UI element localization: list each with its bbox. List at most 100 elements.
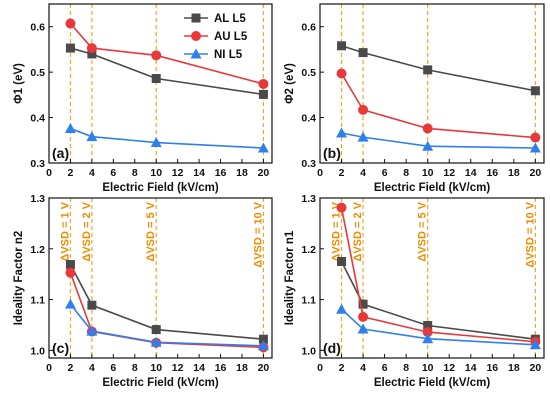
series-line-au-l5 <box>340 207 536 343</box>
x-tick-label: 12 <box>443 167 455 179</box>
x-tick-label: 20 <box>258 167 270 179</box>
y-tick-label: 1.1 <box>30 295 45 307</box>
y-tick-label: 1.0 <box>301 345 316 357</box>
data-point <box>357 131 369 142</box>
x-tick-label: 16 <box>486 167 498 179</box>
data-point <box>358 104 369 115</box>
legend-marker <box>190 48 202 59</box>
series-line-ni-l5 <box>69 303 264 347</box>
series-line-al-l5 <box>340 261 536 340</box>
series-line-al-l5 <box>69 264 264 341</box>
x-tick-label: 0 <box>317 167 323 179</box>
data-point <box>422 333 434 344</box>
y-tick-label: 1.3 <box>301 193 316 205</box>
legend: AL L5 AU L5 NI L5 <box>184 13 248 61</box>
y-tick-label: 0.4 <box>301 113 316 125</box>
data-point <box>258 89 268 99</box>
y-axis-label: Ideality Factor n1 <box>284 230 296 325</box>
data-point <box>150 137 162 148</box>
data-point <box>86 325 98 336</box>
data-point <box>65 260 75 270</box>
y-axis-label: Ideality Factor n2 <box>13 231 25 326</box>
data-point <box>422 140 434 151</box>
x-tick-label: 16 <box>215 362 227 374</box>
x-tick-label: 8 <box>403 167 409 179</box>
y-tick-label: 1.2 <box>301 244 316 256</box>
x-tick-label: 20 <box>530 167 542 179</box>
x-tick-label: 4 <box>360 167 366 179</box>
x-tick-label: 10 <box>422 167 434 179</box>
panel-label: (a) <box>52 145 69 161</box>
data-point <box>423 65 433 75</box>
series-line-al-l5 <box>70 47 264 96</box>
data-point <box>151 325 161 335</box>
series-line-au-l5 <box>340 73 536 139</box>
data-point <box>358 311 369 322</box>
x-tick-label: 12 <box>172 362 184 374</box>
x-tick-label: 0 <box>317 362 323 374</box>
data-point <box>258 78 269 89</box>
x-tick-label: 6 <box>110 362 116 374</box>
plot-frame <box>319 3 545 164</box>
data-point <box>358 48 368 58</box>
x-tick-label: 18 <box>508 167 520 179</box>
x-tick-label: 18 <box>508 362 520 374</box>
x-tick-label: 2 <box>68 167 74 179</box>
vsd-label: ΔVSD = 10 V <box>252 201 264 267</box>
series-line-ni-l5 <box>70 127 264 149</box>
data-point <box>64 298 76 309</box>
data-point <box>336 127 348 138</box>
x-tick-label: 6 <box>382 362 388 374</box>
data-point <box>151 50 162 61</box>
x-tick-label: 10 <box>150 167 162 179</box>
panel-label: (b) <box>323 145 341 161</box>
legend-entry: AL L5 <box>214 13 246 25</box>
x-tick-label: 18 <box>236 362 248 374</box>
data-point <box>423 320 433 330</box>
chart-panel-c: ΔVSD = 1 V ΔVSD = 2 V ΔVSD = 5 V ΔVSD = 10 … <box>13 193 273 389</box>
data-point <box>336 202 347 213</box>
vsd-label: ΔVSD = 10 V <box>524 201 536 267</box>
data-point <box>65 43 75 53</box>
vsd-label: ΔVSD = 2 V <box>352 201 364 261</box>
x-tick-label: 14 <box>193 362 205 374</box>
y-tick-label: 1.0 <box>30 345 45 357</box>
plot-frame <box>319 197 545 359</box>
data-point <box>422 123 433 134</box>
x-axis-label: Electric Field (kV/cm) <box>374 377 490 389</box>
series-line-au-l5 <box>69 23 264 85</box>
y-tick-label: 0.5 <box>301 67 316 79</box>
x-tick-label: 0 <box>46 362 52 374</box>
vsd-label: ΔVSD = 2 V <box>81 201 93 261</box>
x-tick-label: 14 <box>465 362 477 374</box>
x-tick-label: 12 <box>443 362 455 374</box>
data-point <box>257 142 269 153</box>
x-axis-label: Electric Field (kV/cm) <box>374 182 490 194</box>
vsd-label: ΔVSD = 1 V <box>330 201 342 261</box>
panel-label: (c) <box>52 340 69 356</box>
y-tick-label: 0.6 <box>30 22 45 34</box>
y-tick-label: 0.3 <box>30 158 45 170</box>
x-tick-label: 2 <box>68 362 74 374</box>
chart-panel-d: ΔVSD = 1 V ΔVSD = 2 V ΔVSD = 5 V ΔVSD = 10 … <box>284 193 545 389</box>
data-point <box>65 18 76 29</box>
x-tick-label: 2 <box>339 362 345 374</box>
y-tick-label: 0.5 <box>30 67 45 79</box>
x-tick-label: 10 <box>150 362 162 374</box>
data-point <box>337 256 347 266</box>
data-point <box>257 340 269 351</box>
x-tick-label: 4 <box>360 362 366 374</box>
series-line-al-l5 <box>341 45 536 92</box>
data-point <box>530 132 541 143</box>
panel-label: (d) <box>323 340 341 356</box>
vsd-label: ΔVSD = 5 V <box>145 201 157 261</box>
x-tick-label: 18 <box>236 167 248 179</box>
x-tick-label: 20 <box>530 362 542 374</box>
y-tick-label: 0.6 <box>301 22 316 34</box>
data-point <box>86 131 98 142</box>
x-tick-label: 10 <box>422 362 434 374</box>
data-point <box>87 300 97 310</box>
data-point <box>357 323 369 334</box>
vsd-label: ΔVSD = 5 V <box>417 201 429 261</box>
